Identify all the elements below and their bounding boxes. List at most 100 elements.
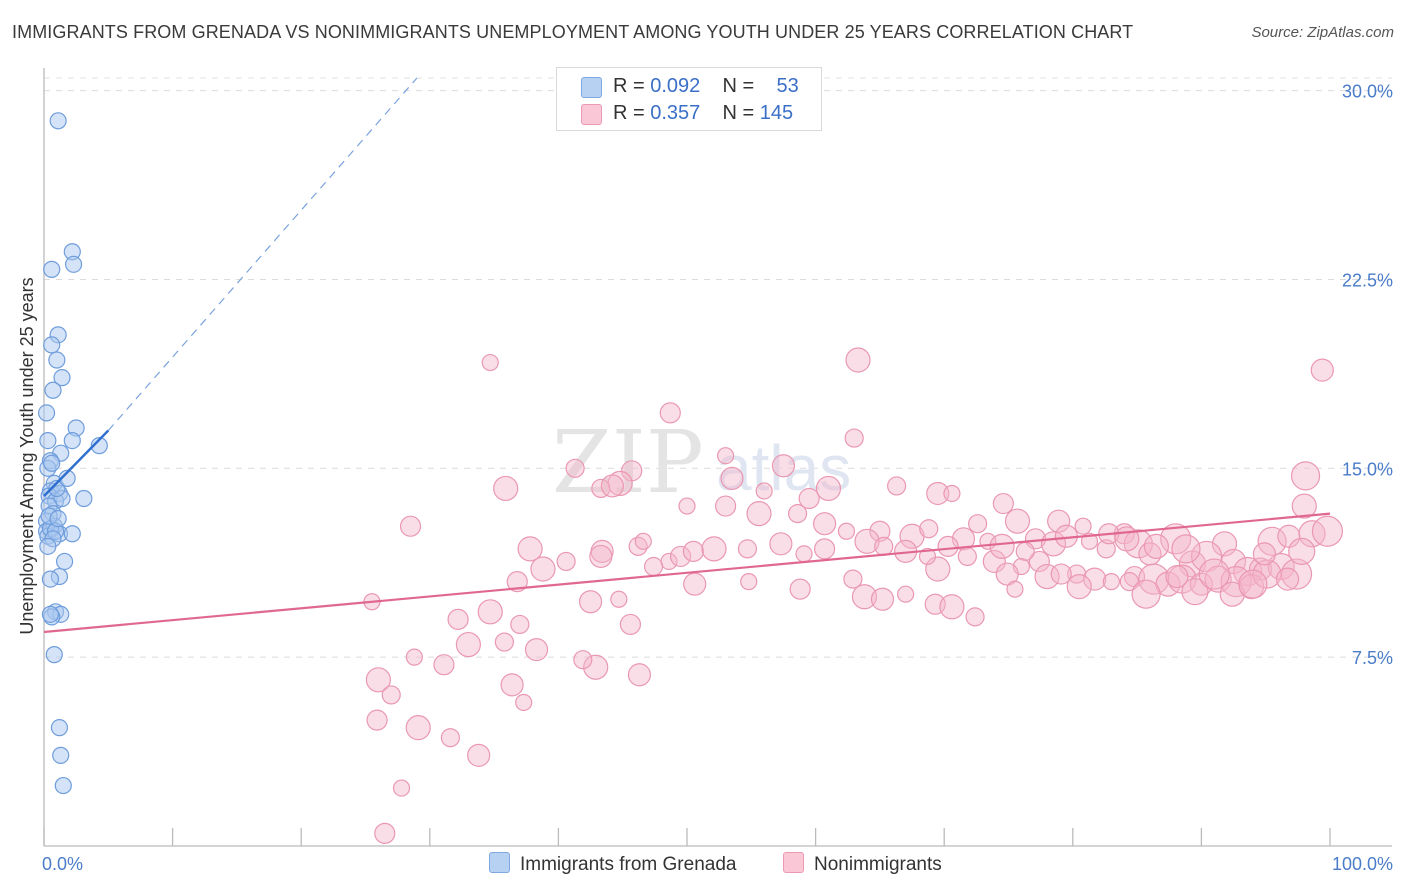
nonimmigrants-point [874, 536, 894, 556]
nonimmigrants-point [789, 578, 811, 600]
nonimmigrants-point [887, 476, 907, 496]
nonimmigrants-point [1252, 559, 1282, 589]
nonimmigrants-point [600, 474, 625, 498]
legend-r-label: R = [613, 75, 645, 97]
nonimmigrants-point [591, 478, 611, 499]
nonimmigrants-point [1006, 580, 1024, 598]
y-tick-label: 15.0% [1342, 459, 1393, 479]
bottom-legend-label-nonimmigrants: Nonimmigrants [814, 854, 942, 875]
nonimmigrants-point [1034, 563, 1060, 590]
nonimmigrants-point [965, 607, 985, 627]
nonimmigrants-point [740, 573, 758, 591]
nonimmigrants-point [939, 594, 965, 620]
nonimmigrants-point [1119, 572, 1139, 592]
grenada-point [43, 336, 61, 354]
nonimmigrants-point [399, 515, 422, 537]
nonimmigrants-point [1114, 526, 1140, 552]
nonimmigrants-point [1267, 552, 1295, 581]
nonimmigrants-point [1028, 550, 1050, 573]
nonimmigrants-point [1015, 541, 1035, 561]
nonimmigrants-point [737, 539, 758, 559]
nonimmigrants-point [957, 546, 977, 567]
nonimmigrants-point [506, 571, 528, 593]
nonimmigrants-point [1080, 532, 1099, 550]
nonimmigrants-point [845, 347, 871, 373]
nonimmigrants-point [530, 556, 556, 582]
nonimmigrants-point [870, 587, 895, 611]
nonimmigrants-point [565, 458, 585, 478]
chart-title: IMMIGRANTS FROM GRENADA VS NONIMMIGRANTS… [12, 22, 1134, 42]
grenada-point [53, 369, 71, 387]
nonimmigrants-points [363, 347, 1344, 845]
nonimmigrants-point [854, 528, 880, 554]
grenada-point [63, 525, 81, 543]
nonimmigrants-point [510, 614, 530, 635]
legend-swatch-blue [581, 77, 602, 98]
nonimmigrants-point [477, 599, 503, 625]
grenada-point [39, 537, 57, 555]
nonimmigrants-point [634, 532, 652, 550]
nonimmigrants-point [366, 709, 388, 731]
nonimmigrants-point [771, 454, 796, 478]
nonimmigrants-point [1248, 557, 1273, 581]
nonimmigrants-point [1290, 461, 1321, 491]
nonimmigrants-point [813, 512, 837, 536]
correlation-legend: R = 0.092 N = 53 R = 0.357 N = 145 [556, 67, 822, 131]
nonimmigrants-point [1143, 533, 1169, 559]
grenada-point [64, 255, 83, 273]
nonimmigrants-point [583, 654, 609, 680]
y-tick-label: 30.0% [1342, 82, 1393, 102]
nonimmigrants-point [447, 608, 469, 630]
legend-r-value: 0.092 [650, 75, 701, 97]
grenada-point [37, 404, 56, 422]
nonimmigrants-point [392, 779, 411, 797]
bottom-legend-swatch-blue [489, 852, 510, 873]
nonimmigrants-point [701, 536, 727, 562]
grenada-point [50, 719, 69, 737]
legend-n-label: N = [722, 75, 755, 97]
grenada-point [43, 454, 61, 472]
nonimmigrants-point [937, 535, 959, 557]
nonimmigrants-point [1131, 579, 1161, 609]
nonimmigrants-point [556, 551, 576, 572]
nonimmigrants-point [919, 519, 939, 539]
grenada-point [48, 479, 66, 498]
grenada-point [41, 570, 60, 588]
y-axis-title: Unemployment Among Youth under 25 years [17, 277, 37, 634]
grenada-point [63, 431, 81, 450]
grenada-point [41, 605, 60, 623]
nonimmigrants-point [627, 663, 652, 687]
grenada-point [45, 646, 63, 664]
nonimmigrants-point [455, 631, 481, 658]
nonimmigrants-trend-line [43, 512, 1331, 634]
nonimmigrants-point [897, 585, 915, 603]
nonimmigrants-point [769, 532, 793, 556]
grenada-trend-extension [107, 77, 418, 431]
nonimmigrants-point [440, 728, 460, 748]
nonimmigrants-point [578, 590, 603, 614]
nonimmigrants-point [851, 584, 878, 610]
nonimmigrants-point [926, 481, 950, 506]
nonimmigrants-point [374, 822, 396, 845]
nonimmigrants-point [500, 673, 524, 697]
nonimmigrants-point [968, 514, 988, 534]
nonimmigrants-point [1066, 574, 1092, 600]
nonimmigrants-point [943, 484, 961, 503]
nonimmigrants-point [628, 536, 648, 556]
nonimmigrants-point [1288, 537, 1316, 565]
legend-n-value: 145 [759, 102, 794, 124]
nonimmigrants-point [814, 538, 836, 560]
bottom-legend-label-grenada: Immigrants from Grenada [520, 854, 737, 875]
grenada-point [54, 776, 72, 795]
nonimmigrants-point [815, 475, 842, 502]
nonimmigrants-point [798, 487, 820, 510]
nonimmigrants-point [573, 650, 593, 670]
nonimmigrants-point [843, 569, 863, 589]
nonimmigrants-point [1050, 563, 1072, 585]
nonimmigrants-point [1198, 558, 1230, 590]
nonimmigrants-point [365, 667, 391, 693]
tick-labels: 7.5% 15.0% 22.5% 30.0% 0.0% 100.0% [42, 82, 1393, 874]
nonimmigrants-point [1171, 534, 1201, 564]
nonimmigrants-point [1257, 526, 1287, 556]
nonimmigrants-point [1004, 508, 1031, 534]
